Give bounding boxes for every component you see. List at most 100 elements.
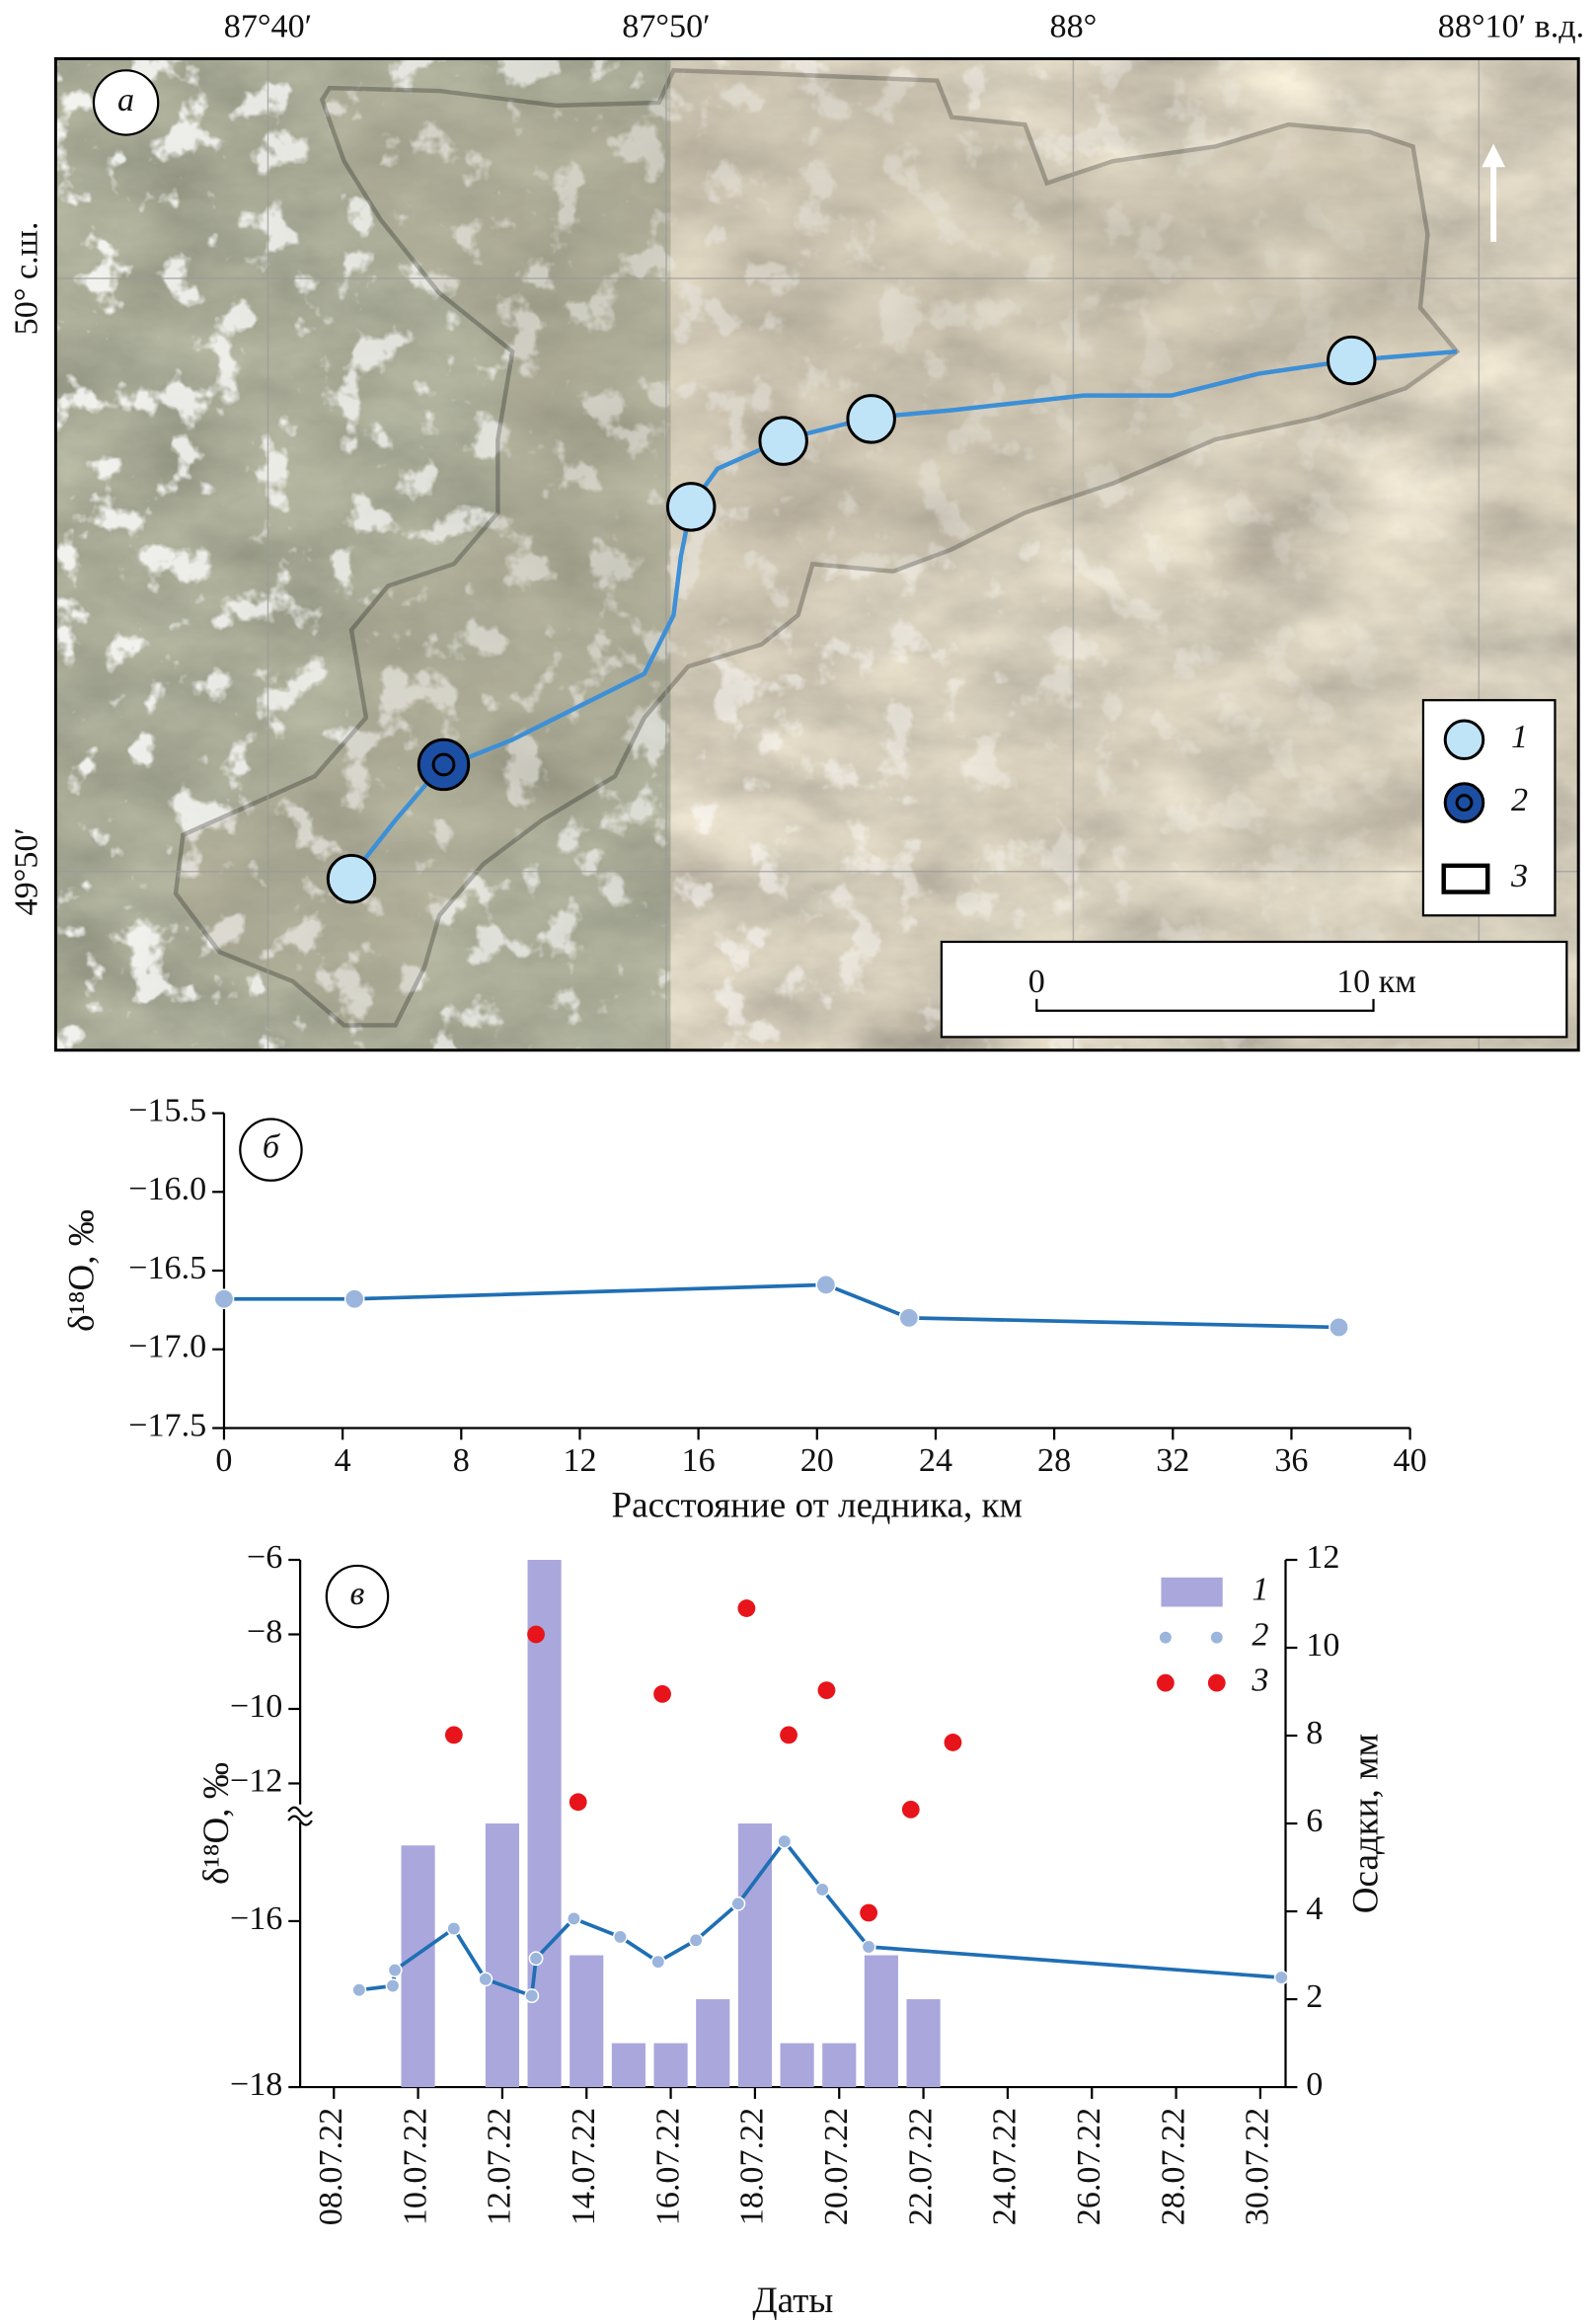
y-tick-label: −10 xyxy=(230,1688,282,1725)
point xyxy=(653,1684,671,1703)
graticule xyxy=(55,58,1579,1050)
point xyxy=(446,1921,462,1936)
bar xyxy=(822,2043,857,2088)
x-tick-label: 8 xyxy=(453,1442,470,1479)
y-tick-label: −18 xyxy=(230,2066,282,2103)
point xyxy=(1329,1317,1349,1338)
point xyxy=(385,1978,401,1993)
legend-label: 2 xyxy=(1252,1616,1268,1653)
map-legend: 1 2 3 xyxy=(1421,699,1557,917)
point xyxy=(901,1800,920,1819)
x-tick-label: 32 xyxy=(1156,1442,1189,1479)
x-tick-label: 20 xyxy=(800,1442,834,1479)
y-tick-label: −8 xyxy=(247,1613,282,1650)
lon-label: 88°10′ в.д. xyxy=(1438,9,1584,45)
point xyxy=(387,1963,403,1977)
x-tick-label: 0 xyxy=(215,1442,232,1479)
point xyxy=(528,1951,544,1967)
y2-tick-label: 2 xyxy=(1306,1978,1323,2015)
legend-swatch xyxy=(1207,1673,1226,1692)
x-axis-label: Даты xyxy=(752,2281,833,2321)
x-tick-label: 28 xyxy=(1037,1442,1071,1479)
y2-tick-label: 0 xyxy=(1306,2066,1323,2103)
legend-label: 1 xyxy=(1252,1571,1268,1607)
x-tick-label: 26.07.22 xyxy=(1071,2108,1107,2225)
y2-tick-label: 4 xyxy=(1306,1891,1323,1927)
legend-label: 3 xyxy=(1251,1662,1268,1698)
point xyxy=(612,1929,628,1945)
y-axis-label: δ¹⁸O, ‰ xyxy=(62,1209,103,1332)
panel-label-circle xyxy=(325,1564,390,1629)
basin-outline xyxy=(173,68,1461,1028)
y-tick-label: −17.5 xyxy=(128,1407,206,1443)
panel-label: б xyxy=(263,1128,281,1165)
scale-label: 10 км xyxy=(1336,964,1416,1000)
point xyxy=(650,1954,666,1970)
point xyxy=(860,1903,878,1922)
x-axis-label: Расстояние от ледника, км xyxy=(612,1486,1023,1526)
y2-tick-label: 6 xyxy=(1306,1803,1323,1839)
point xyxy=(213,1288,235,1310)
legend-swatch xyxy=(1156,1673,1175,1692)
point xyxy=(815,1274,837,1295)
lat-label: 50° с.ш. xyxy=(8,222,44,336)
line xyxy=(223,1282,1339,1330)
y2-tick-label: 10 xyxy=(1306,1627,1339,1664)
x-tick-label: 12 xyxy=(563,1442,596,1479)
x-tick-label: 28.07.22 xyxy=(1155,2108,1191,2225)
bar xyxy=(485,1823,519,2088)
charts: 0 4 8 12 16 20 24 28 32 36 40−15.5−16.0−16.5−17.0−… xyxy=(62,1092,1427,2321)
point xyxy=(780,1726,798,1744)
axis-break xyxy=(287,1806,313,1826)
y-axis-label: δ¹⁸O, ‰ xyxy=(196,1762,237,1885)
bar xyxy=(780,2043,814,2088)
y2-axis-label: Осадки, мм xyxy=(1346,1734,1387,1913)
point xyxy=(478,1972,494,1987)
point xyxy=(567,1910,581,1926)
lon-label: 87°40′ xyxy=(224,9,312,45)
point xyxy=(524,1988,540,2004)
y-tick-label: −16 xyxy=(230,1900,282,1937)
scale-label: 0 xyxy=(1028,964,1045,1000)
x-tick-label: 18.07.22 xyxy=(734,2108,771,2225)
x-tick-label: 14.07.22 xyxy=(566,2108,602,2225)
point xyxy=(737,1599,756,1617)
point xyxy=(898,1307,920,1329)
panel-label: а xyxy=(117,82,134,118)
gauge-point xyxy=(417,737,471,792)
y-tick-label: −12 xyxy=(230,1762,282,1799)
y2-tick-label: 12 xyxy=(1306,1539,1339,1576)
satellite-image: 1 2 3 0 10 км а xyxy=(55,58,1579,1050)
x-tick-label: 30.07.22 xyxy=(1240,2108,1276,2225)
point xyxy=(444,1726,463,1744)
x-tick-label: 16 xyxy=(682,1442,716,1479)
sampling-points xyxy=(326,335,1377,904)
x-tick-label: 20.07.22 xyxy=(818,2108,855,2225)
panel-label-circle xyxy=(239,1118,303,1182)
point xyxy=(343,1288,365,1310)
line xyxy=(358,1838,1282,1999)
lat-label: 49°50′ xyxy=(8,827,44,915)
lon-label: 88° xyxy=(1050,9,1098,45)
x-tick-label: 40 xyxy=(1394,1442,1427,1479)
x-tick-label: 24.07.22 xyxy=(987,2108,1024,2225)
bar xyxy=(611,2043,646,2088)
bar xyxy=(653,2043,688,2088)
scale-bar: 0 10 км xyxy=(940,940,1568,1039)
y-tick-label: −16.0 xyxy=(128,1171,206,1207)
point xyxy=(814,1882,830,1897)
point xyxy=(861,1939,876,1955)
panel-label: в xyxy=(350,1576,365,1612)
legend-swatch xyxy=(1159,1631,1172,1644)
legend-label: 3 xyxy=(1510,858,1528,894)
point xyxy=(817,1681,836,1700)
x-tick-label: 16.07.22 xyxy=(649,2108,686,2225)
y-tick-label: −16.5 xyxy=(128,1250,206,1286)
x-tick-label: 4 xyxy=(335,1442,351,1479)
bar xyxy=(401,1845,435,2088)
x-tick-label: 10.07.22 xyxy=(397,2108,433,2225)
y-tick-label: −15.5 xyxy=(128,1092,206,1128)
bar xyxy=(906,1999,941,2088)
bar xyxy=(864,1955,898,2088)
y-tick-label: −17.0 xyxy=(128,1329,206,1365)
